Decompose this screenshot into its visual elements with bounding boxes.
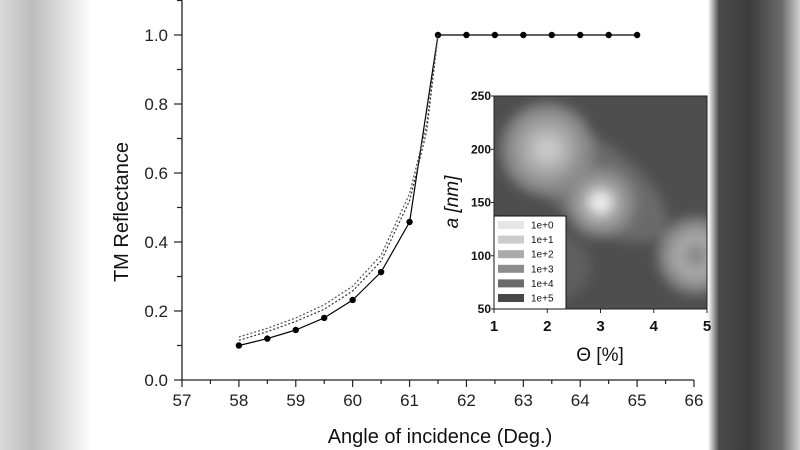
inset-x-tick-label: 1 bbox=[490, 318, 498, 335]
inset-y-tick-label: 100 bbox=[471, 249, 491, 263]
legend-swatch bbox=[498, 264, 524, 273]
heat-region-peak bbox=[589, 191, 612, 214]
legend-label: 1e+1 bbox=[531, 235, 554, 246]
x-tick-label: 64 bbox=[571, 391, 590, 410]
y-tick-label: 0.4 bbox=[144, 233, 168, 252]
legend-swatch bbox=[498, 235, 524, 244]
data-point bbox=[548, 31, 555, 39]
right-letterbox bbox=[708, 0, 800, 450]
data-point bbox=[235, 342, 243, 349]
series-line-2 bbox=[238, 34, 439, 338]
legend-swatch bbox=[498, 279, 524, 288]
series-line-1 bbox=[238, 34, 439, 341]
y-tick-label: 0.0 bbox=[144, 371, 168, 390]
x-tick-label: 61 bbox=[400, 391, 419, 410]
inset-x-tick-label: 3 bbox=[596, 318, 604, 335]
legend-swatch bbox=[498, 294, 524, 302]
data-point bbox=[292, 326, 299, 334]
x-tick-label: 62 bbox=[457, 391, 476, 410]
inset-heatmap: 1 2 3 4 5 50 100 150 200 250 1e+0 1e+1 1e+2 1e+3 1e+4… bbox=[442, 89, 711, 366]
data-point bbox=[349, 296, 356, 304]
legend-swatch bbox=[498, 221, 524, 229]
legend-label: 1e+5 bbox=[531, 294, 554, 305]
inset-x-tick-label: 2 bbox=[543, 318, 551, 335]
y-tick-label: 0.6 bbox=[144, 164, 168, 183]
inset-y-tick-label: 150 bbox=[471, 196, 491, 210]
left-letterbox bbox=[0, 0, 92, 450]
main-series bbox=[235, 31, 641, 349]
data-point bbox=[406, 218, 413, 226]
inset-x-tick-label: 4 bbox=[650, 318, 659, 335]
legend-label: 1e+4 bbox=[531, 279, 554, 290]
x-axis-title: Angle of incidence (Deg.) bbox=[328, 426, 553, 448]
data-point bbox=[264, 335, 271, 342]
legend-swatch bbox=[498, 250, 524, 259]
data-point bbox=[463, 31, 470, 39]
y-tick-label: 0.2 bbox=[144, 302, 168, 321]
inset-x-axis-title: Θ [%] bbox=[576, 345, 624, 366]
x-tick-label: 57 bbox=[173, 391, 192, 410]
x-tick-label: 58 bbox=[229, 391, 248, 410]
x-tick-label: 63 bbox=[514, 391, 533, 410]
heatmap-legend: 1e+0 1e+1 1e+2 1e+3 1e+4 1e+5 bbox=[493, 215, 567, 310]
data-point bbox=[605, 31, 612, 39]
y-axis-title: TM Reflectance bbox=[111, 142, 133, 282]
x-tick-label: 59 bbox=[286, 391, 305, 410]
inset-y-tick-label: 50 bbox=[478, 302, 492, 316]
data-point bbox=[633, 31, 641, 39]
legend-label: 1e+2 bbox=[531, 250, 554, 261]
data-point bbox=[491, 31, 499, 39]
inset-y-tick-label: 200 bbox=[471, 142, 491, 156]
data-point bbox=[520, 31, 527, 39]
data-point bbox=[577, 31, 584, 39]
data-point bbox=[321, 314, 328, 322]
main-axes: 57 58 59 60 61 62 63 64 65 66 0.0 0.2 0.4 0.6 0.8 1.0 bbox=[144, 0, 703, 410]
data-point bbox=[377, 268, 385, 276]
x-tick-label: 66 bbox=[685, 391, 704, 410]
legend-label: 1e+0 bbox=[531, 221, 554, 232]
inset-x-tick-label: 5 bbox=[703, 318, 711, 335]
x-tick-label: 60 bbox=[343, 391, 362, 410]
legend-label: 1e+3 bbox=[531, 264, 554, 275]
legend-box bbox=[493, 215, 567, 310]
inset-y-tick-label: 250 bbox=[471, 89, 491, 103]
heat-region-peak bbox=[532, 134, 562, 164]
inset-y-axis-title: a [nm] bbox=[442, 175, 463, 229]
y-tick-label: 0.8 bbox=[144, 95, 168, 114]
x-tick-label: 65 bbox=[628, 391, 647, 410]
heat-region-peak bbox=[684, 243, 707, 268]
y-tick-label: 1.0 bbox=[144, 26, 168, 45]
